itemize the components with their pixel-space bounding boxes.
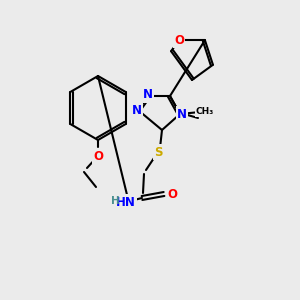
Text: S: S [154,146,162,158]
Text: N: N [132,103,142,116]
Text: N: N [177,107,187,121]
Text: HN: HN [116,196,136,208]
Text: N: N [143,88,153,101]
Text: O: O [93,149,103,163]
Text: CH₃: CH₃ [196,107,214,116]
Text: O: O [174,34,184,47]
Text: H: H [111,196,119,206]
Text: O: O [167,188,177,200]
